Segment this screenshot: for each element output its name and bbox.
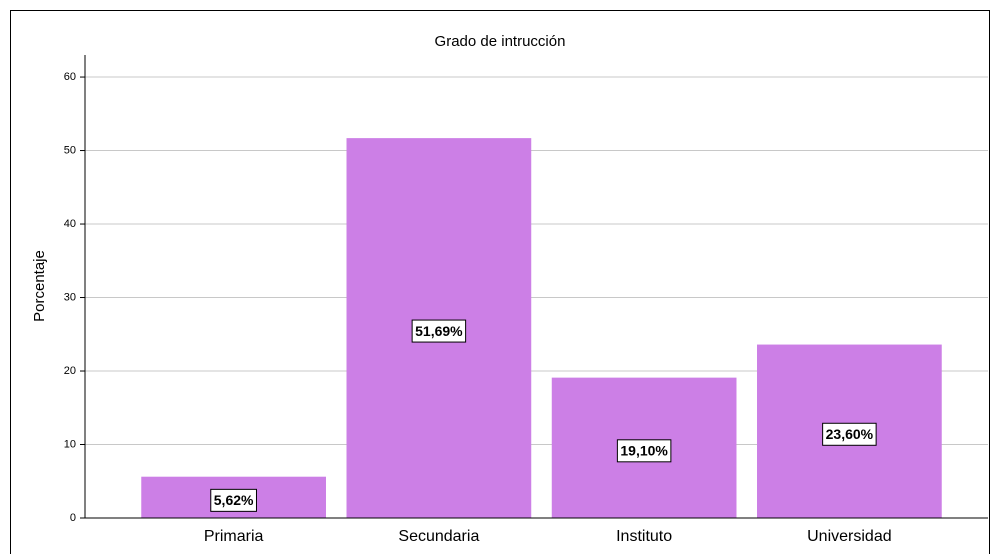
- y-tick-label: 60: [64, 71, 76, 83]
- y-tick-label: 30: [64, 291, 76, 303]
- value-label: 23,60%: [826, 426, 874, 442]
- value-label-box: [616, 439, 672, 463]
- y-axis-label: Porcentaje: [31, 250, 48, 322]
- value-label: 5,62%: [214, 492, 254, 508]
- y-tick-label: 0: [70, 512, 76, 524]
- x-tick-label: Secundaria: [398, 528, 479, 545]
- y-tick-label: 20: [64, 365, 76, 377]
- value-label-box: [822, 422, 877, 446]
- x-tick-label: Primaria: [204, 528, 264, 545]
- chart-title: Grado de intrucción: [435, 33, 566, 50]
- frame: [10, 10, 990, 554]
- y-tick-label: 10: [64, 438, 76, 450]
- value-label: 51,69%: [415, 323, 463, 339]
- value-label-box: [210, 488, 257, 512]
- x-tick-label: Instituto: [616, 528, 672, 545]
- value-label: 19,10%: [620, 443, 668, 459]
- y-tick-label: 50: [64, 144, 76, 156]
- x-tick-label: Universidad: [807, 528, 891, 545]
- value-label-box: [411, 319, 467, 343]
- y-tick-label: 40: [64, 218, 76, 230]
